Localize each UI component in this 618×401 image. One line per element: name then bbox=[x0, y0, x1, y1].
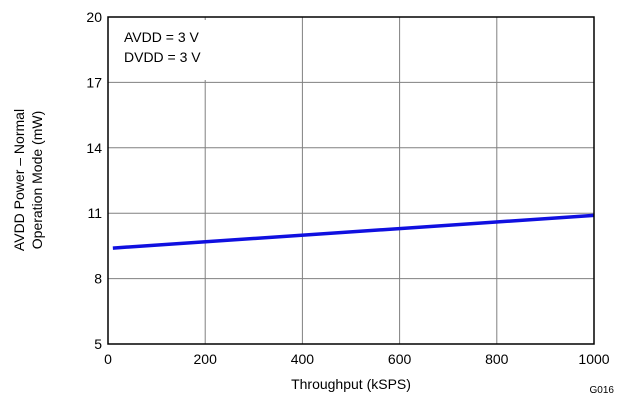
annotation-avdd: AVDD = 3 V bbox=[124, 29, 199, 45]
y-tick-label: 17 bbox=[86, 74, 102, 90]
y-axis-label-line2: Operation Mode (mW) bbox=[29, 111, 45, 249]
y-tick-label: 5 bbox=[94, 336, 102, 352]
annotation-background bbox=[111, 20, 231, 80]
x-tick-label: 0 bbox=[104, 351, 112, 367]
plot-frame bbox=[107, 16, 595, 345]
y-axis-label-line1: AVDD Power – Normal bbox=[11, 109, 27, 251]
y-tick-label: 11 bbox=[87, 205, 102, 221]
x-tick-label: 800 bbox=[485, 351, 509, 367]
grid-layer bbox=[108, 17, 594, 344]
y-tick-label: 14 bbox=[86, 140, 102, 156]
x-tick-label: 400 bbox=[291, 351, 315, 367]
annotation-box: AVDD = 3 V DVDD = 3 V bbox=[111, 20, 231, 80]
tick-layer: 0 200 400 600 800 1000 5 8 11 14 17 20 bbox=[86, 9, 609, 367]
x-tick-label: 600 bbox=[388, 351, 412, 367]
annotation-dvdd: DVDD = 3 V bbox=[124, 49, 201, 65]
x-axis-label: Throughput (kSPS) bbox=[291, 376, 411, 392]
series-line bbox=[112, 213, 595, 250]
x-tick-label: 200 bbox=[194, 351, 218, 367]
y-tick-label: 20 bbox=[86, 9, 102, 25]
figure-id: G016 bbox=[590, 385, 615, 396]
y-tick-label: 8 bbox=[94, 271, 102, 287]
series-layer bbox=[112, 213, 595, 250]
x-tick-label: 1000 bbox=[578, 351, 609, 367]
